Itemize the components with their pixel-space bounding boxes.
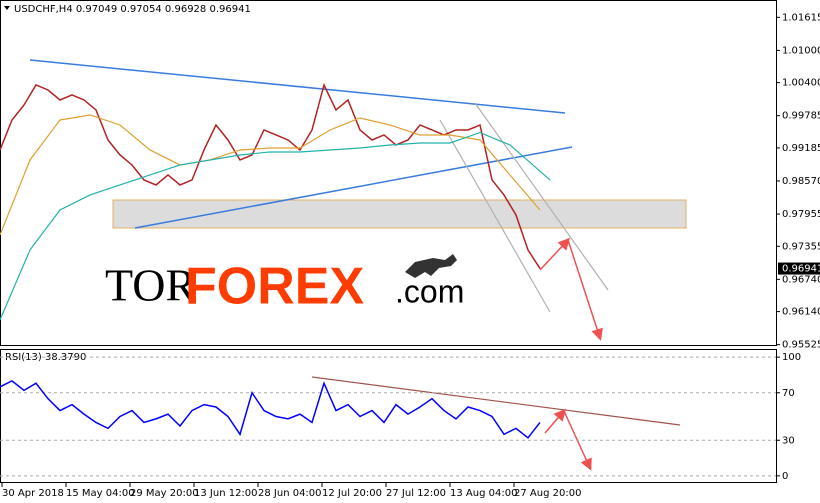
logo-text: .com [395, 273, 464, 309]
y-tick-label: 0.96140 [782, 307, 820, 318]
x-tick-label: 27 Aug 20:00 [514, 488, 581, 499]
y-tick-label: 1.00400 [782, 78, 820, 89]
last-price-label: 0.96941 [782, 264, 820, 275]
trend-line [134, 146, 573, 229]
forecast-arrow [563, 410, 592, 471]
x-tick-label: 28 Jun 04:00 [258, 488, 322, 499]
x-tick-label: 13 Aug 04:00 [450, 488, 517, 499]
series-line [0, 114, 541, 236]
menu-arrow [4, 6, 10, 10]
logo-text: FOREX [185, 258, 364, 316]
x-tick-label: 30 Apr 2018 [2, 488, 64, 499]
y-tick-label: 0.99185 [782, 143, 820, 154]
series-line [0, 131, 551, 321]
channel-line [474, 102, 609, 291]
last-price-box [778, 262, 820, 275]
rsi-title: RSI(13) 38.3790 [5, 352, 86, 363]
price-panel [0, 0, 777, 346]
logo-text: TOR [105, 260, 196, 311]
rsi-panel [0, 349, 777, 483]
forecast-arrow [567, 239, 603, 341]
y-tick-label: 0.95525 [782, 340, 820, 351]
y-tick-label: 0.99785 [782, 111, 820, 122]
series-line [0, 379, 541, 439]
chart-title: USDCHF,H4 0.97049 0.97054 0.96928 0.9694… [14, 4, 251, 15]
y-tick-label: 0 [782, 471, 788, 482]
y-tick-label: 0.97955 [782, 209, 820, 220]
forecast-arrow [539, 237, 571, 271]
x-tick-label: 13 Jun 12:00 [194, 488, 258, 499]
forecast-arrow [544, 408, 566, 434]
y-tick-label: 0.96740 [782, 274, 820, 285]
logo-bull [405, 254, 457, 278]
y-tick-label: 100 [782, 352, 801, 363]
support-zone [112, 199, 687, 229]
y-tick-label: 0.98570 [782, 176, 820, 187]
x-tick-label: 15 May 04:00 [66, 488, 135, 499]
rsi-trend-line [311, 376, 681, 426]
x-tick-label: 12 Jul 20:00 [322, 488, 382, 499]
y-tick-label: 30 [782, 435, 795, 446]
y-tick-label: 70 [782, 388, 795, 399]
series-line [0, 82, 541, 269]
y-tick-label: 1.01615 [782, 12, 820, 23]
trend-line [29, 59, 566, 114]
channel-line [439, 119, 551, 313]
y-tick-label: 0.97355 [782, 241, 820, 252]
y-tick-label: 1.01000 [782, 45, 820, 56]
x-tick-label: 29 May 20:00 [130, 488, 199, 499]
x-tick-label: 27 Jul 12:00 [386, 488, 446, 499]
